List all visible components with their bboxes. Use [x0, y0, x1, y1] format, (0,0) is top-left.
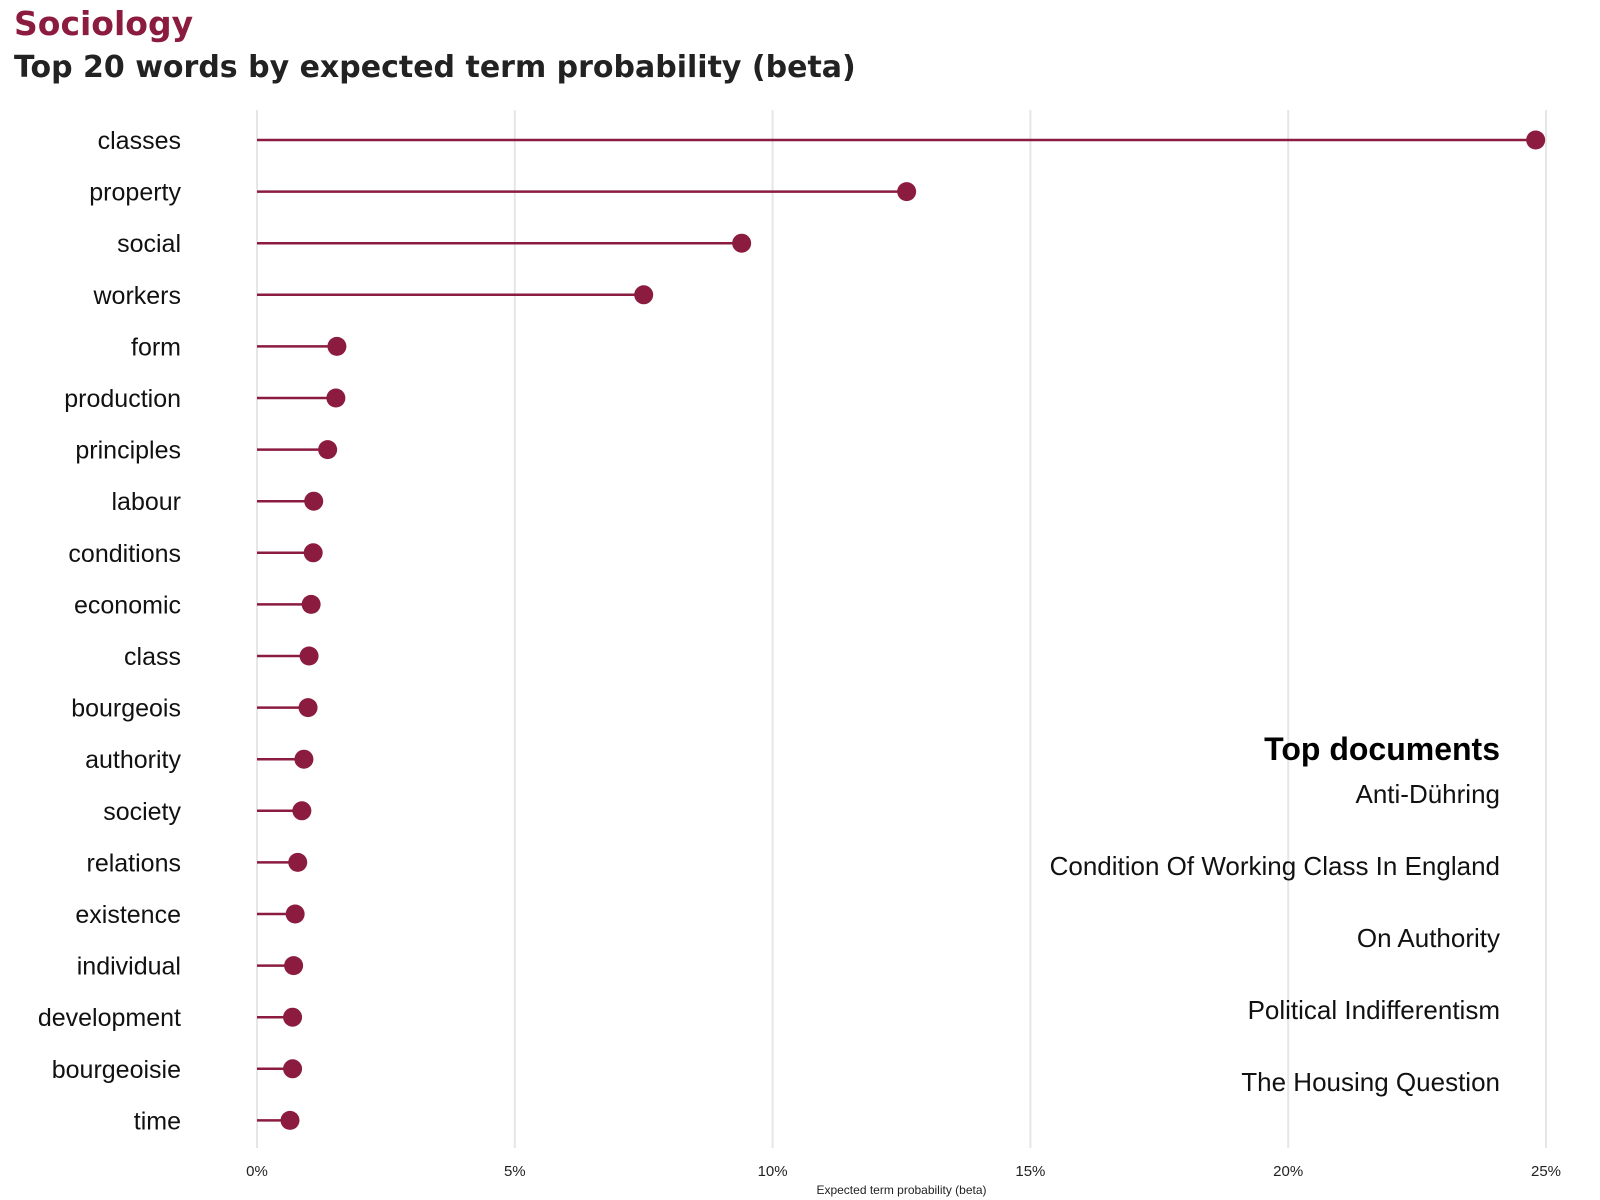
chart-subtitle: Top 20 words by expected term probabilit…: [14, 50, 856, 85]
top-documents-panel: Top documents Anti-Dühring Condition Of …: [1050, 728, 1500, 1136]
lollipop-point: [285, 904, 305, 924]
x-tick-label: 15%: [1015, 1163, 1045, 1180]
grid-lines: [256, 110, 1547, 1148]
lollipop-point: [304, 491, 324, 511]
x-tick-label: 25%: [1531, 1163, 1561, 1180]
lollipop-point: [284, 956, 304, 976]
word-label: time: [134, 1107, 181, 1135]
x-tick-label: 10%: [758, 1163, 788, 1180]
x-axis-title: Expected term probability (beta): [816, 1183, 986, 1197]
word-label: relations: [87, 849, 182, 877]
word-label: bourgeois: [71, 695, 181, 723]
top-document-item: Anti-Dühring: [1355, 779, 1500, 809]
top-document-item: Condition Of Working Class In England: [1049, 851, 1500, 881]
word-label: development: [38, 1004, 181, 1032]
lollipop-point: [280, 1110, 300, 1130]
word-label: society: [103, 798, 181, 826]
lollipop-point: [283, 1059, 303, 1079]
word-label: bourgeoisie: [52, 1056, 181, 1084]
word-label: existence: [75, 901, 181, 929]
word-label: workers: [92, 282, 181, 310]
word-labels: classes property social workers form producti…: [38, 127, 182, 1135]
word-label: classes: [98, 127, 181, 155]
word-label: economic: [74, 591, 181, 619]
word-label: conditions: [68, 540, 181, 568]
x-axis-ticks: 0% 5% 10% 15% 20% 25%: [246, 1163, 1561, 1180]
word-label: production: [64, 385, 181, 413]
word-label: labour: [112, 488, 182, 516]
word-label: principles: [75, 437, 181, 465]
word-label: social: [117, 230, 181, 258]
lollipop-point: [298, 698, 318, 718]
top-document-item: On Authority: [1356, 923, 1500, 953]
lollipop-point: [634, 285, 654, 305]
lollipop-point: [732, 233, 752, 253]
lollipop-marks: [257, 130, 1546, 1130]
lollipop-point: [897, 182, 917, 202]
x-tick-label: 0%: [246, 1163, 268, 1180]
word-label: class: [124, 643, 181, 671]
lollipop-point: [299, 646, 319, 666]
x-tick-label: 5%: [504, 1163, 526, 1180]
word-label: authority: [85, 746, 181, 774]
word-label: individual: [77, 953, 181, 981]
lollipop-point: [326, 388, 346, 408]
lollipop-point: [327, 336, 347, 356]
lollipop-point: [303, 543, 323, 563]
lollipop-point: [1526, 130, 1546, 150]
top-documents-title: Top documents: [1264, 731, 1500, 767]
lollipop-point: [301, 594, 321, 614]
lollipop-point: [318, 440, 338, 460]
top-document-item: The Housing Question: [1241, 1067, 1500, 1097]
chart-title: Sociology: [14, 4, 194, 43]
word-label: form: [131, 333, 181, 361]
lollipop-point: [292, 801, 312, 821]
top-document-item: Political Indifferentism: [1247, 995, 1500, 1025]
x-tick-label: 20%: [1273, 1163, 1303, 1180]
lollipop-point: [288, 852, 308, 872]
lollipop-point: [283, 1007, 303, 1027]
word-label: property: [89, 179, 181, 207]
lollipop-point: [294, 749, 314, 769]
